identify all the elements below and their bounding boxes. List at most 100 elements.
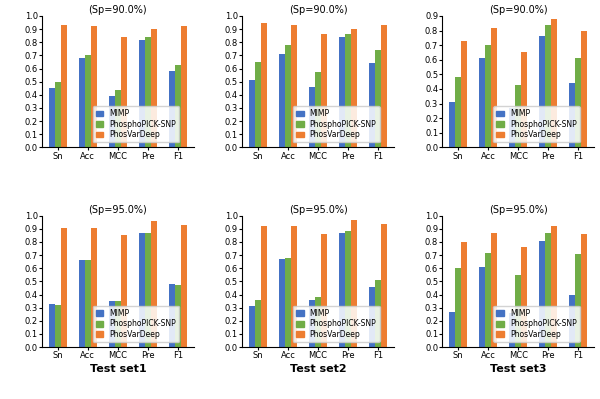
Bar <box>375 50 381 147</box>
Bar <box>285 258 291 347</box>
Bar <box>575 254 581 347</box>
Legend: MIMP, PhosphoPICK-SNP, PhosVarDeep: MIMP, PhosphoPICK-SNP, PhosVarDeep <box>293 106 380 142</box>
Legend: MIMP, PhosphoPICK-SNP, PhosVarDeep: MIMP, PhosphoPICK-SNP, PhosVarDeep <box>493 106 580 142</box>
Bar <box>261 226 267 347</box>
Bar <box>109 96 115 147</box>
Bar <box>249 306 255 347</box>
Bar <box>169 284 175 347</box>
Bar <box>55 82 61 147</box>
Bar <box>85 55 91 147</box>
Bar <box>369 63 375 147</box>
Legend: MIMP, PhosphoPICK-SNP, PhosVarDeep: MIMP, PhosphoPICK-SNP, PhosVarDeep <box>93 106 179 142</box>
Bar <box>485 45 491 147</box>
Bar <box>175 65 181 147</box>
Bar <box>121 235 127 347</box>
Bar <box>279 259 285 347</box>
Bar <box>115 89 121 147</box>
Bar <box>375 280 381 347</box>
Bar <box>279 54 285 147</box>
Bar <box>521 247 527 347</box>
Bar <box>345 231 351 347</box>
Bar <box>339 37 345 147</box>
Bar <box>139 40 145 147</box>
Bar <box>485 253 491 347</box>
Bar <box>351 29 357 147</box>
Bar <box>145 233 151 347</box>
Bar <box>151 221 157 347</box>
Bar <box>285 45 291 147</box>
Bar <box>61 25 67 147</box>
Bar <box>139 233 145 347</box>
Bar <box>91 227 97 347</box>
Bar <box>321 234 327 347</box>
Legend: MIMP, PhosphoPICK-SNP, PhosVarDeep: MIMP, PhosphoPICK-SNP, PhosVarDeep <box>493 306 580 342</box>
Bar <box>479 267 485 347</box>
X-axis label: Test set2: Test set2 <box>290 364 346 375</box>
Bar <box>291 226 297 347</box>
Bar <box>491 233 497 347</box>
Bar <box>175 285 181 347</box>
Title: (Sp=95.0%): (Sp=95.0%) <box>88 205 147 215</box>
Bar <box>351 220 357 347</box>
Bar <box>509 313 515 347</box>
Bar <box>345 34 351 147</box>
Bar <box>115 301 121 347</box>
Bar <box>339 233 345 347</box>
Bar <box>515 275 521 347</box>
X-axis label: Test set3: Test set3 <box>490 364 547 375</box>
Bar <box>321 34 327 147</box>
Bar <box>79 261 85 347</box>
Bar <box>91 26 97 147</box>
Bar <box>49 88 55 147</box>
Bar <box>249 80 255 147</box>
Title: (Sp=90.0%): (Sp=90.0%) <box>89 5 147 15</box>
Bar <box>545 233 551 347</box>
Bar <box>479 58 485 147</box>
Bar <box>121 37 127 147</box>
Bar <box>515 85 521 147</box>
Bar <box>309 300 315 347</box>
Bar <box>291 25 297 147</box>
Bar <box>551 226 557 347</box>
Bar <box>575 58 581 147</box>
Bar <box>461 41 467 147</box>
Bar <box>569 294 575 347</box>
Bar <box>309 87 315 147</box>
Bar <box>381 25 387 147</box>
Title: (Sp=90.0%): (Sp=90.0%) <box>489 5 547 15</box>
Bar <box>255 62 261 147</box>
Bar <box>181 26 187 147</box>
Bar <box>85 261 91 347</box>
Bar <box>315 297 321 347</box>
Bar <box>255 300 261 347</box>
Bar <box>381 223 387 347</box>
Bar <box>461 242 467 347</box>
Bar <box>455 77 461 147</box>
Bar <box>369 286 375 347</box>
Legend: MIMP, PhosphoPICK-SNP, PhosVarDeep: MIMP, PhosphoPICK-SNP, PhosVarDeep <box>293 306 380 342</box>
Bar <box>315 73 321 147</box>
Bar <box>581 234 587 347</box>
X-axis label: Test set1: Test set1 <box>89 364 146 375</box>
Bar <box>569 83 575 147</box>
Bar <box>181 225 187 347</box>
Bar <box>521 52 527 147</box>
Title: (Sp=95.0%): (Sp=95.0%) <box>489 205 548 215</box>
Bar <box>545 25 551 147</box>
Bar <box>151 29 157 147</box>
Bar <box>539 36 545 147</box>
Bar <box>581 31 587 147</box>
Bar <box>109 301 115 347</box>
Bar <box>449 312 455 347</box>
Legend: MIMP, PhosphoPICK-SNP, PhosVarDeep: MIMP, PhosphoPICK-SNP, PhosVarDeep <box>93 306 179 342</box>
Bar <box>491 28 497 147</box>
Bar <box>169 71 175 147</box>
Bar <box>509 108 515 147</box>
Bar <box>55 305 61 347</box>
Bar <box>145 37 151 147</box>
Bar <box>539 241 545 347</box>
Bar <box>551 19 557 147</box>
Bar <box>261 22 267 147</box>
Bar <box>79 58 85 147</box>
Bar <box>449 102 455 147</box>
